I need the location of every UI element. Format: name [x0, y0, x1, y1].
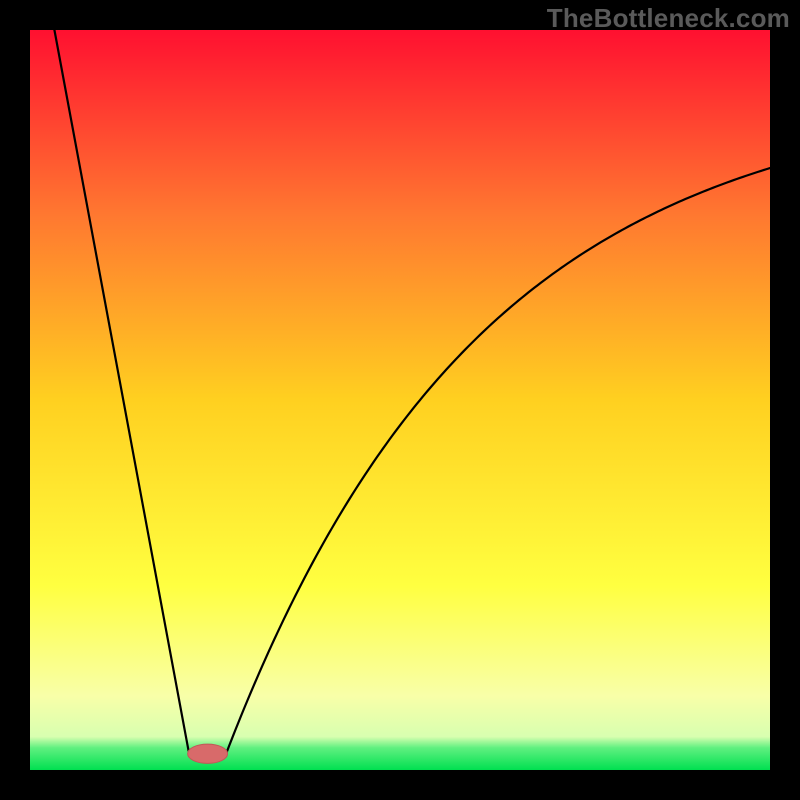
optimal-point-marker — [188, 744, 228, 763]
bottleneck-chart-root: { "canvas": { "width": 800, "height": 80… — [0, 0, 800, 800]
bottleneck-chart-svg — [0, 0, 800, 800]
plot-gradient-background — [30, 30, 770, 770]
watermark-text: TheBottleneck.com — [547, 3, 790, 34]
